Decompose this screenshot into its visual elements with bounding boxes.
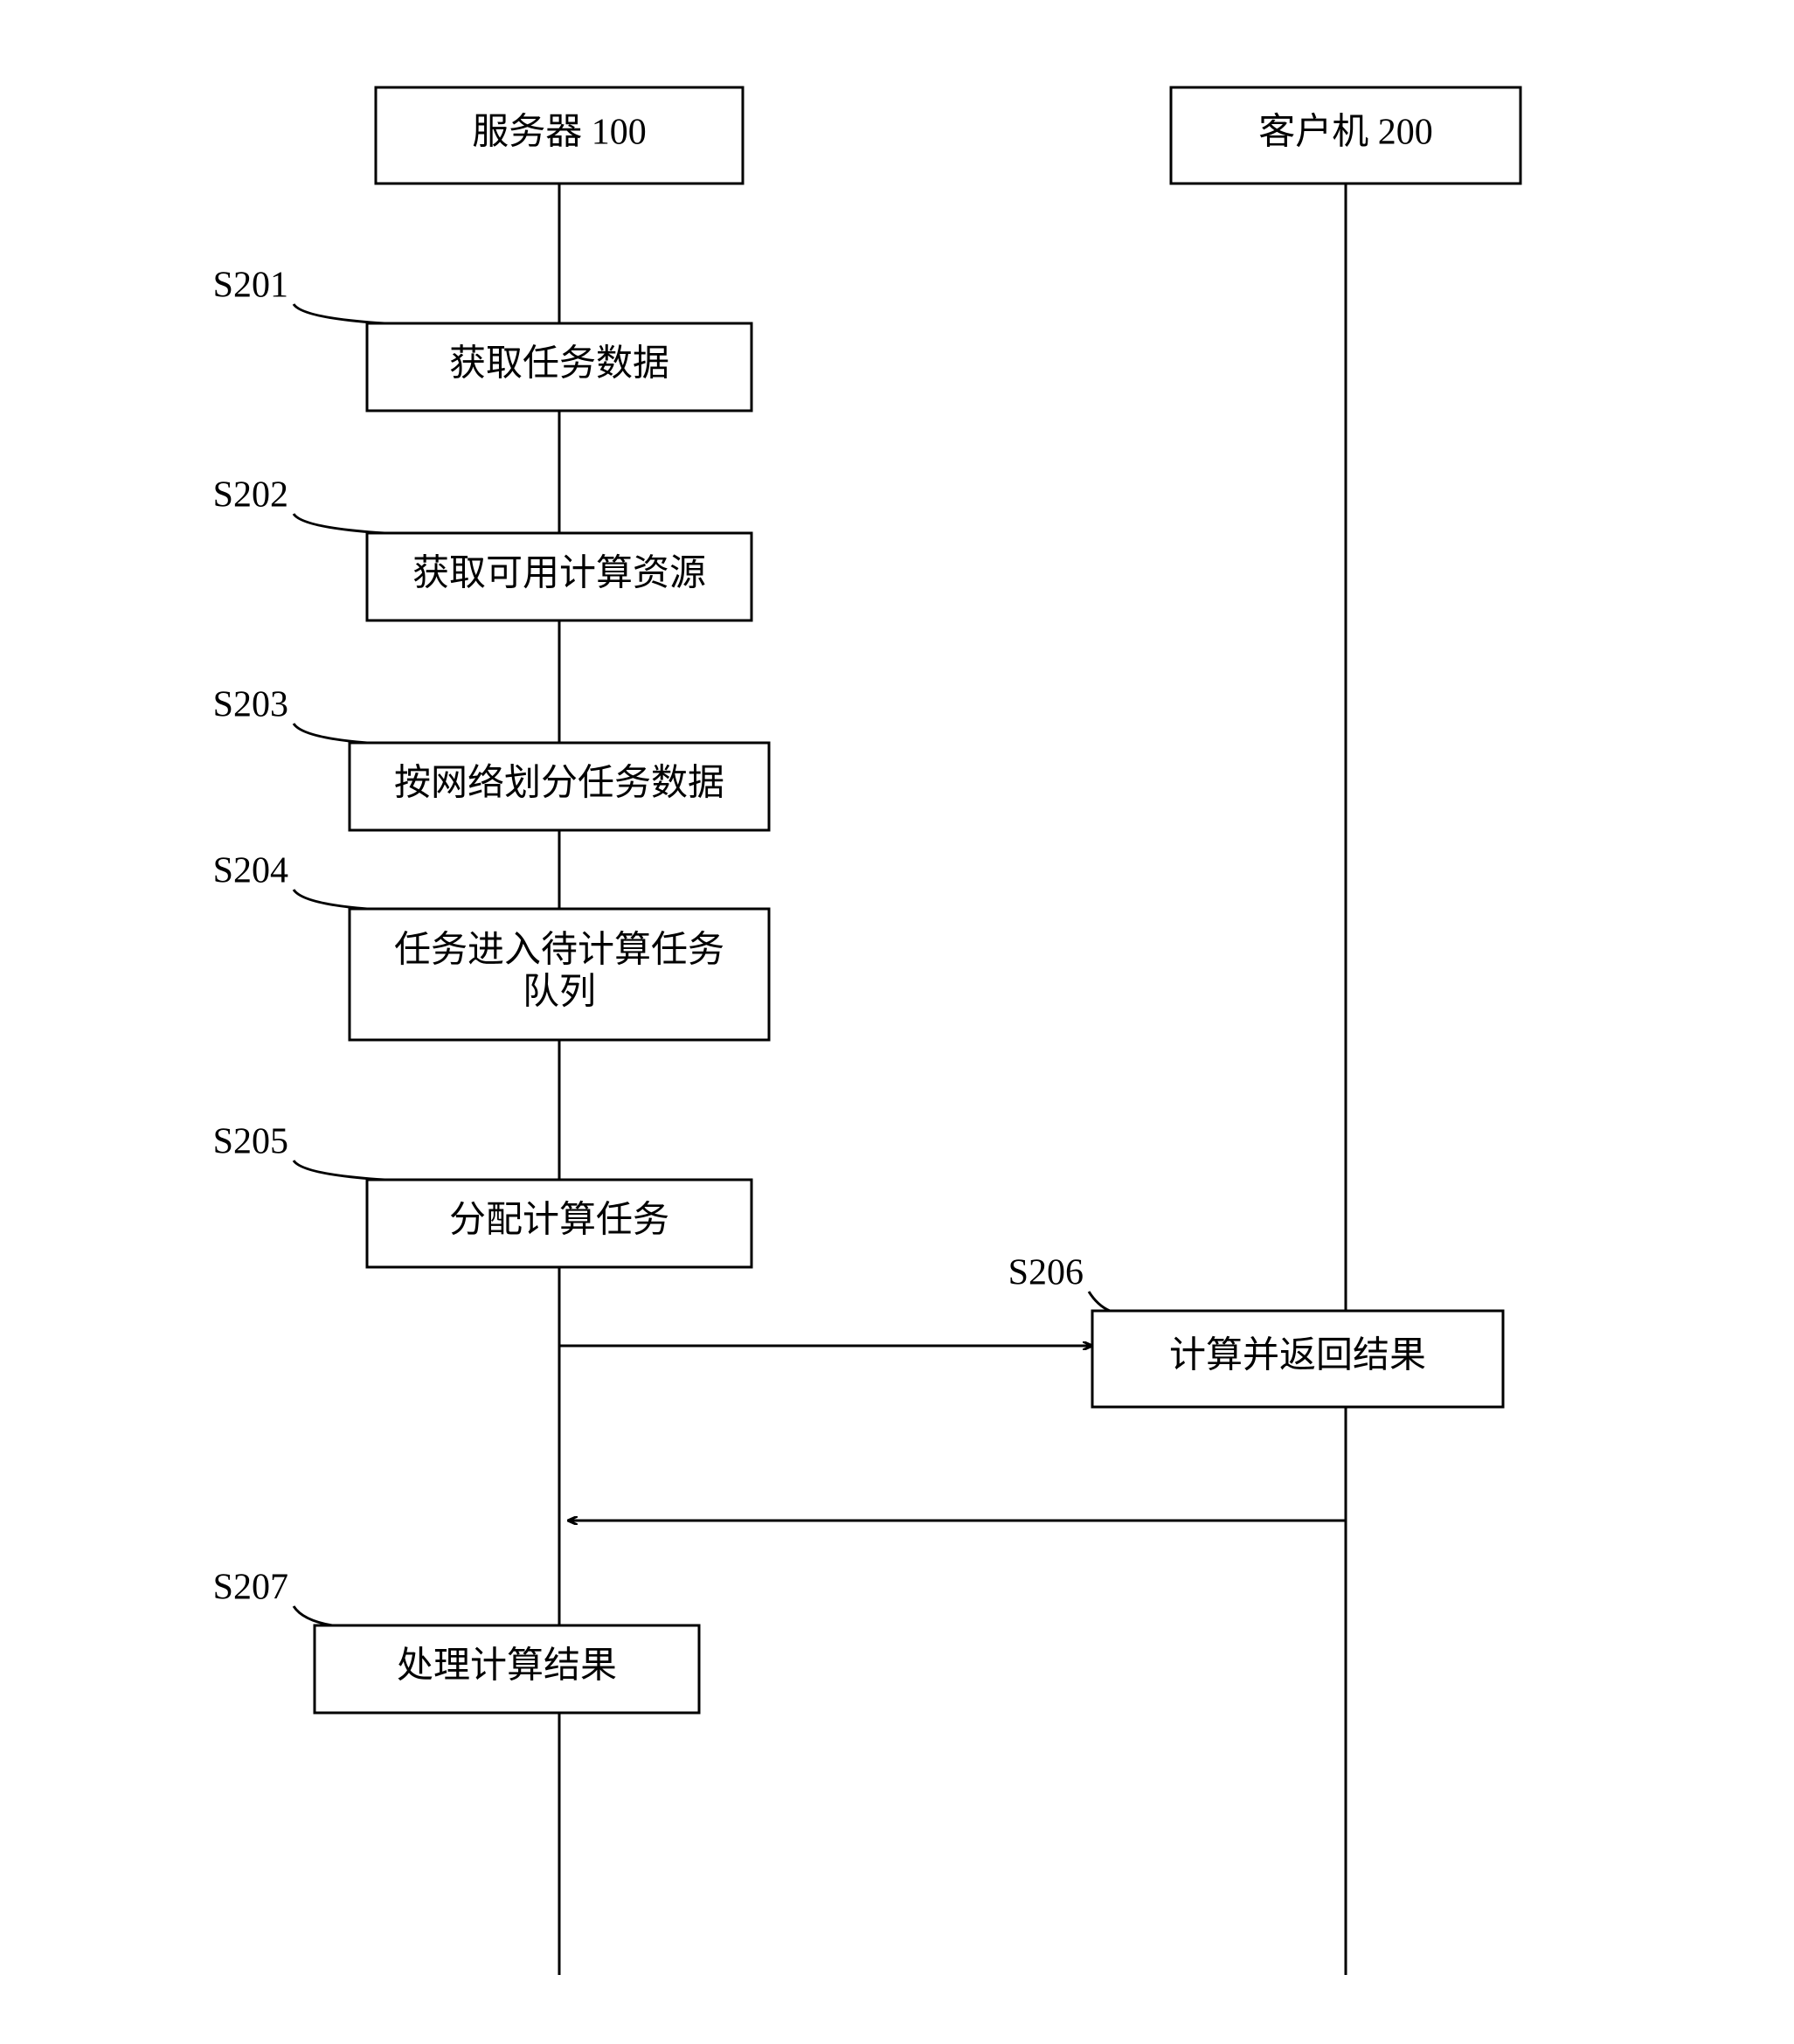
step-text-S204-0: 任务进入待计算任务 <box>394 931 724 971</box>
label-connector-S206 <box>1089 1292 1110 1311</box>
step-S202: 获取可用计算资源 S202 <box>213 475 752 620</box>
step-S206: 计算并返回结果 S206 <box>1008 1253 1503 1407</box>
step-text-S207: 处理计算结果 <box>397 1646 617 1687</box>
step-label-S206: S206 <box>1008 1253 1084 1293</box>
label-connector-S207 <box>294 1606 332 1625</box>
label-connector-S203 <box>294 724 367 743</box>
label-connector-S202 <box>294 514 384 533</box>
step-label-S205: S205 <box>213 1122 288 1162</box>
step-label-S201: S201 <box>213 266 288 306</box>
step-label-S202: S202 <box>213 475 288 516</box>
sequence-diagram: 服务器 100 客户机 200 获取任务数据 S201 获取可用计算资源 S202 按网络… <box>0 0 1794 2044</box>
step-S201: 获取任务数据 S201 <box>213 266 752 411</box>
lane-client: 客户机 200 <box>1171 87 1520 184</box>
step-text-S202: 获取可用计算资源 <box>412 554 706 594</box>
step-text-S203: 按网络划分任务数据 <box>394 763 724 804</box>
step-text-S204-1: 队列 <box>523 973 596 1013</box>
step-text-S201: 获取任务数据 <box>449 344 669 385</box>
step-S207: 处理计算结果 S207 <box>213 1568 699 1713</box>
step-S204: 任务进入待计算任务队列 S204 <box>213 851 769 1040</box>
lane-title-server: 服务器 100 <box>472 113 647 153</box>
step-label-S207: S207 <box>213 1568 288 1608</box>
label-connector-S201 <box>294 304 384 323</box>
step-label-S203: S203 <box>213 685 288 725</box>
lane-server: 服务器 100 <box>376 87 743 184</box>
step-S205: 分配计算任务 S205 <box>213 1122 752 1267</box>
step-label-S204: S204 <box>213 851 288 891</box>
step-S203: 按网络划分任务数据 S203 <box>213 685 769 830</box>
label-connector-S204 <box>294 890 367 909</box>
step-text-S205: 分配计算任务 <box>449 1201 669 1241</box>
lane-title-client: 客户机 200 <box>1258 112 1433 153</box>
step-text-S206: 计算并返回结果 <box>1169 1336 1426 1376</box>
label-connector-S205 <box>294 1161 384 1180</box>
